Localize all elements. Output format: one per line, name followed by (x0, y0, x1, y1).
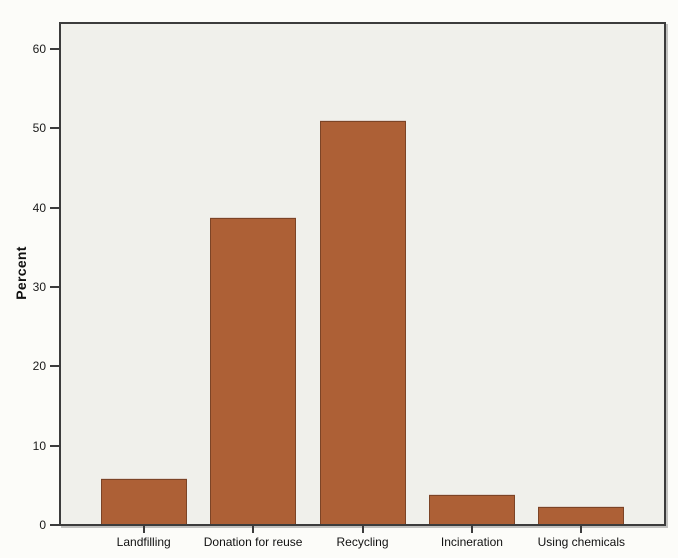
y-tick-label: 50 (32, 121, 46, 136)
y-tick-mark (50, 206, 59, 209)
y-tick-label: 40 (32, 200, 46, 215)
x-tick-mark (470, 526, 473, 533)
y-tick-mark (50, 48, 59, 50)
bars-container (61, 24, 664, 524)
x-category: Landfilling (89, 526, 198, 549)
x-tick-mark (252, 526, 255, 533)
bar-slot (198, 24, 307, 524)
y-tick-mark (50, 127, 59, 130)
x-category: Using chemicals (527, 526, 636, 549)
bar-landfilling (100, 479, 187, 524)
x-tick-mark (580, 526, 583, 533)
y-tick-label: 60 (32, 42, 46, 56)
y-tick-label: 20 (32, 359, 46, 374)
y-tick-mark (50, 365, 59, 368)
x-category: Donation for reuse (198, 526, 307, 549)
x-tick-label: Incineration (440, 535, 503, 549)
bar-donation-for-reuse (210, 218, 297, 524)
bar-slot (89, 24, 198, 524)
bar-incineration (428, 495, 515, 524)
bar-slot (417, 24, 526, 524)
bar-slot (308, 24, 417, 524)
x-axis-labels: Landfilling Donation for reuse Recycling In… (61, 526, 664, 549)
y-tick-mark (50, 286, 59, 288)
y-tick-mark (50, 444, 59, 447)
x-tick-mark (361, 526, 364, 533)
x-tick-label: Recycling (336, 535, 389, 549)
y-tick-label: 0 (39, 518, 46, 532)
x-tick-label: Using chemicals (537, 535, 626, 549)
y-tick-mark (50, 524, 59, 526)
x-category: Incineration (417, 526, 526, 549)
x-category: Recycling (308, 526, 417, 549)
y-tick-label: 10 (32, 438, 46, 453)
bar-recycling (319, 121, 406, 524)
y-tick-label: 30 (32, 280, 46, 294)
x-tick-label: Landfilling (116, 535, 171, 549)
x-tick-mark (142, 526, 145, 533)
x-tick-label: Donation for reuse (203, 535, 303, 549)
plot-area (59, 22, 666, 526)
bar-using-chemicals (538, 507, 625, 524)
bar-slot (527, 24, 636, 524)
